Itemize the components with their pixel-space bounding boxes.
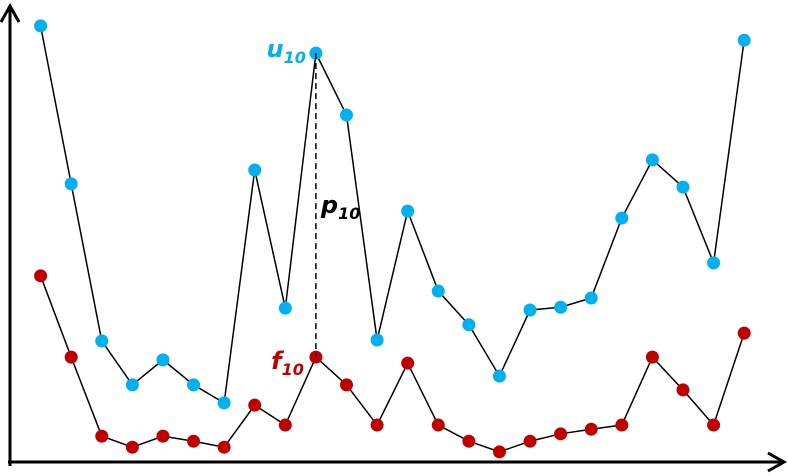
data-point bbox=[492, 445, 506, 459]
data-point bbox=[339, 108, 353, 122]
series-line bbox=[39, 25, 745, 405]
annotation-text: u bbox=[267, 35, 284, 63]
annotation-text: p bbox=[320, 191, 338, 219]
data-point bbox=[34, 269, 48, 283]
data-point bbox=[278, 301, 292, 315]
data-point bbox=[370, 333, 384, 347]
data-point bbox=[462, 434, 476, 448]
annotation-subscript: 10 bbox=[282, 360, 304, 379]
data-point bbox=[615, 418, 629, 432]
data-point bbox=[125, 378, 139, 392]
data-point bbox=[462, 318, 476, 332]
data-point bbox=[187, 434, 201, 448]
data-point bbox=[370, 418, 384, 432]
data-point bbox=[431, 418, 445, 432]
data-point bbox=[615, 211, 629, 225]
data-point bbox=[64, 177, 78, 191]
data-point bbox=[676, 383, 690, 397]
annotation-subscript: 10 bbox=[338, 204, 360, 223]
annotation-text: f bbox=[271, 347, 284, 375]
data-point bbox=[554, 427, 568, 441]
data-point bbox=[217, 440, 231, 454]
data-point bbox=[554, 300, 568, 314]
data-point bbox=[676, 180, 690, 194]
x-axis-arrow bbox=[767, 451, 788, 473]
data-point bbox=[64, 350, 78, 364]
data-point bbox=[523, 303, 537, 317]
data-point bbox=[737, 326, 751, 340]
data-point bbox=[737, 33, 751, 47]
data-point bbox=[339, 378, 353, 392]
data-point bbox=[248, 163, 262, 177]
data-point bbox=[125, 440, 139, 454]
data-point bbox=[156, 353, 170, 367]
data-point bbox=[645, 153, 659, 167]
data-point bbox=[707, 418, 721, 432]
data-point bbox=[584, 291, 598, 305]
data-point bbox=[34, 19, 48, 33]
data-point bbox=[187, 378, 201, 392]
data-point bbox=[645, 350, 659, 364]
data-point bbox=[401, 204, 415, 218]
data-point bbox=[95, 334, 109, 348]
data-point bbox=[707, 256, 721, 270]
y-axis-arrow bbox=[0, 2, 21, 23]
data-point bbox=[431, 284, 445, 298]
data-point bbox=[248, 398, 262, 412]
data-point bbox=[217, 396, 231, 410]
annotation: u10 bbox=[267, 35, 306, 67]
data-point bbox=[584, 422, 598, 436]
data-point bbox=[523, 434, 537, 448]
annotation: p10 bbox=[320, 191, 360, 223]
annotation: f10 bbox=[271, 347, 304, 379]
annotation-subscript: 10 bbox=[284, 48, 306, 67]
data-point bbox=[278, 418, 292, 432]
data-point bbox=[401, 356, 415, 370]
series-line bbox=[39, 275, 745, 453]
data-point bbox=[156, 429, 170, 443]
data-point bbox=[95, 429, 109, 443]
data-point bbox=[492, 369, 506, 383]
